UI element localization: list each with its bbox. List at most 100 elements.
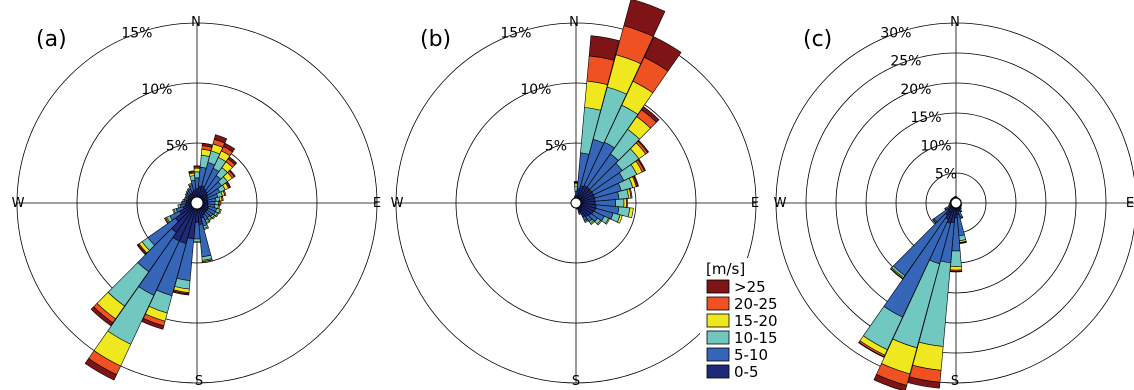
legend-swatch [706, 364, 730, 379]
ring-label: 5% [166, 138, 188, 154]
windrose-bar-350-10-15 [953, 196, 956, 198]
compass-south: S [951, 374, 959, 389]
panel-label: (a) [36, 27, 67, 52]
center-hub [570, 197, 582, 209]
windrose-bar-110-15-20 [218, 208, 222, 215]
windrose-bar-0-gt25 [573, 181, 579, 183]
windrose-bar-10-gt25 [588, 35, 620, 61]
windrose-bar-190-gt25 [907, 376, 941, 389]
windrose-bar-180-15-20 [193, 240, 201, 243]
legend-title: [m/s] [706, 260, 745, 278]
ring-label: 15% [500, 25, 531, 41]
windrose-panel-b: 5% 10% 15% (b) N E S W [391, 0, 759, 389]
ring-label: 25% [890, 54, 921, 70]
windrose-bar-90-10-15 [615, 198, 625, 208]
compass-north: N [950, 15, 960, 30]
legend-label: 10-15 [734, 329, 778, 347]
windrose-panel-a: 5% 10% 15% (a) N E S W [12, 15, 382, 389]
center-hub [950, 197, 962, 209]
ring-label: 10% [520, 82, 551, 98]
ring-label: 5% [935, 167, 957, 183]
windrose-bar-180-gt25 [949, 270, 963, 273]
windrose-bar-280-10-15 [182, 198, 185, 203]
windrose-bar-220-gt25 [90, 306, 114, 327]
windrose-bar-110-15-20 [616, 214, 623, 224]
hub-circle [570, 197, 582, 209]
ring-label: 30% [880, 25, 911, 41]
legend-swatch [706, 347, 730, 362]
compass-north: N [191, 15, 201, 30]
windrose-bar-210-gt25 [858, 341, 885, 358]
legend-label: 5-10 [734, 346, 768, 364]
ring-labels: 5% 10% 15% 20% 25% 30% [880, 25, 957, 182]
windrose-bar-190-gt25 [172, 290, 190, 296]
windrose-bar-270-10-15 [181, 201, 183, 205]
windrose-bar-80-20-25 [220, 195, 224, 202]
windrose-bar-10-gt25 [201, 142, 213, 148]
compass-south: S [572, 374, 580, 389]
windrose-bar-90-20-25 [625, 198, 628, 208]
windrose-bar-230-gt25 [136, 243, 147, 256]
panel-label: (c) [803, 27, 832, 52]
legend-label: >25 [734, 278, 766, 296]
windrose-bar-240-10-15 [944, 207, 947, 211]
compass-north: N [569, 15, 579, 30]
windrose-bar-60-gt25 [226, 181, 232, 189]
legend-label: 0-5 [734, 363, 759, 381]
windrose-bar-230-15-20 [932, 218, 937, 224]
windrose-bar-220-20-25 [889, 268, 904, 280]
compass-west: W [774, 196, 787, 211]
windrose-bar-130-15-20 [211, 215, 217, 220]
ring-label: 10% [920, 138, 951, 154]
ring-label: 10% [141, 82, 172, 98]
windrose-bar-200-gt25 [141, 317, 165, 330]
windrose-bar-120-15-20 [605, 217, 611, 225]
windrose-bars [84, 134, 238, 381]
windrose-bar-40-gt25 [641, 106, 660, 123]
windrose-bar-60-gt25 [637, 158, 646, 172]
windrose-bar-20-gt25 [213, 134, 228, 144]
windrose-bars [858, 196, 967, 390]
windrose-bar-0-15-20 [574, 183, 578, 187]
windrose-bar-200-gt25 [873, 374, 908, 390]
windrose-bar-260-10-15 [177, 204, 182, 209]
windrose-bar-90-20-25 [219, 200, 222, 206]
center-hub [190, 196, 204, 210]
windrose-bar-130-15-20 [596, 219, 602, 226]
windrose-bar-80-20-25 [628, 188, 633, 199]
compass-south: S [195, 374, 203, 389]
windrose-bar-210-gt25 [84, 358, 117, 381]
legend-swatch [706, 313, 730, 328]
windrose-bar-20-gt25 [623, 0, 666, 37]
windrose-bar-70-gt25 [633, 175, 639, 187]
windrose-panel-c: 5% 10% 15% 20% 25% 30% (c) N E S W [774, 15, 1134, 390]
ring-label: 20% [900, 82, 931, 98]
windrose-bar-40-gt25 [227, 156, 238, 166]
legend-swatch [706, 296, 730, 311]
ring-label: 5% [545, 138, 567, 154]
windrose-bar-0-10-15 [194, 171, 200, 179]
legend-swatch [706, 279, 730, 294]
legend-swatch [706, 330, 730, 345]
windrose-bar-140-15-20 [590, 220, 596, 226]
windrose-bar-180-10-15 [193, 238, 201, 242]
compass-west: W [391, 196, 404, 211]
ring-label: 15% [121, 25, 152, 41]
windrose-bar-150-15-20 [584, 219, 589, 223]
windrose-bar-180-10-15 [950, 250, 962, 267]
windrose-bar-120-15-20 [215, 212, 220, 218]
legend-label: 15-20 [734, 312, 778, 330]
compass-east: E [751, 196, 759, 211]
windrose-bar-170-20-25 [201, 259, 213, 264]
windrose-bar-240-20-25 [164, 217, 169, 225]
windrose-bars [573, 0, 682, 226]
windrose-bar-90-10-15 [214, 200, 219, 206]
windrose-bar-70-20-25 [222, 189, 227, 196]
windrose-bar-50-gt25 [637, 139, 650, 154]
windrose-bar-30-gt25 [223, 142, 236, 153]
legend-label: 20-25 [734, 295, 778, 313]
windrose-bar-250-15-20 [172, 208, 176, 215]
